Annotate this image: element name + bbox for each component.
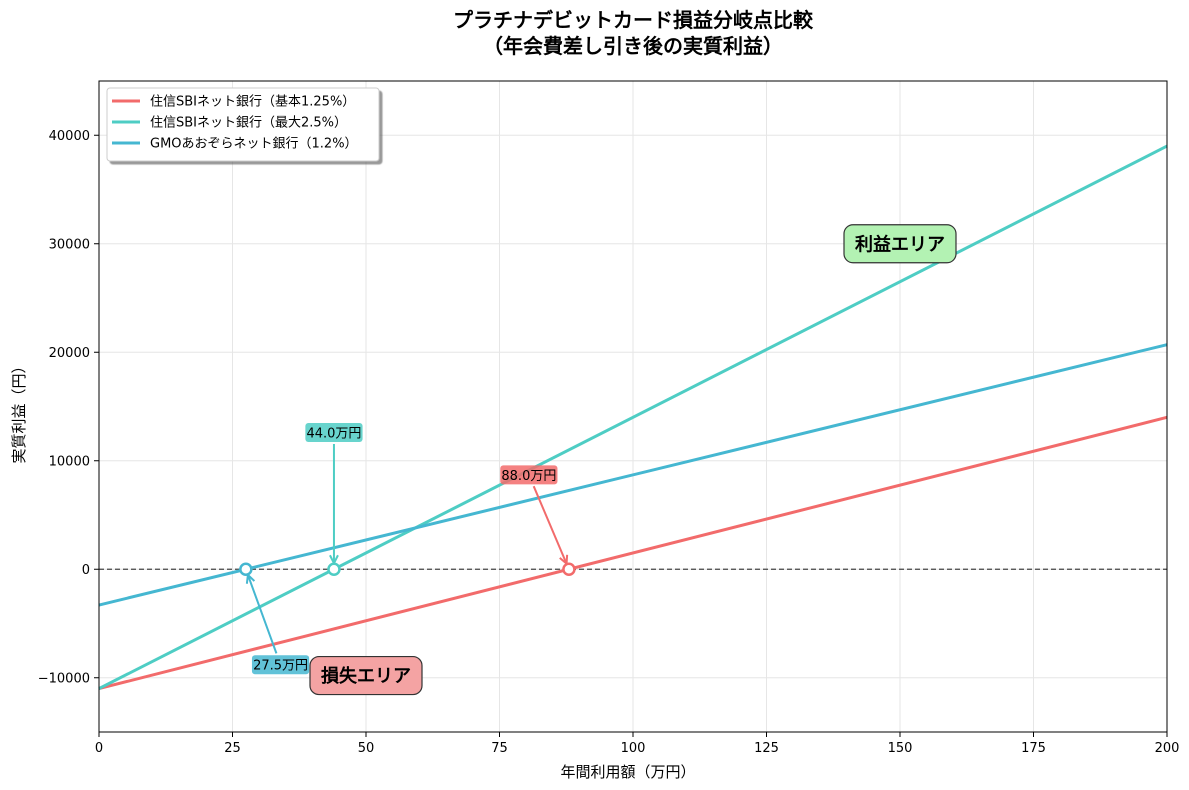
y-tick-label: 10000 (49, 454, 90, 469)
legend-entry: 住信SBIネット銀行（基本1.25%） (150, 95, 355, 110)
legend-entry: GMOあおぞらネット銀行（1.2%） (150, 137, 358, 152)
breakeven-label: 27.5万円 (253, 659, 308, 674)
x-tick-label: 200 (1155, 741, 1180, 756)
x-tick-label: 175 (1021, 741, 1046, 756)
breakeven-label: 88.0万円 (501, 469, 556, 484)
series-line (98, 144, 1168, 690)
x-tick-label: 150 (888, 741, 913, 756)
legend-entry: 住信SBIネット銀行（最大2.5%） (150, 116, 347, 131)
zone-annotation-label: 損失エリア (321, 665, 411, 687)
zone-annotation-box (843, 224, 957, 264)
breakeven-label-box (251, 655, 310, 675)
x-axis-ticks: 0 25 50 75 100 125 150 175 200 (95, 732, 1180, 756)
breakeven-marker (239, 562, 253, 576)
breakeven-arrow-line (532, 485, 568, 565)
x-tick-label: 25 (224, 741, 241, 756)
series-line (98, 343, 1168, 607)
series-layer (98, 144, 1168, 691)
y-tick-label: 20000 (49, 346, 90, 361)
x-tick-label: 125 (754, 741, 779, 756)
legend-box (106, 87, 380, 162)
zone-annotation-label: 利益エリア (855, 233, 945, 255)
breakeven-label-box (500, 465, 558, 485)
x-tick-label: 100 (621, 741, 646, 756)
chart-title-line-2: （年会費差し引き後の実質利益） (483, 34, 783, 58)
y-tick-label: 40000 (49, 129, 90, 144)
legend: 住信SBIネット銀行（基本1.25%） 住信SBIネット銀行（最大2.5%） GMO… (106, 87, 380, 162)
breakeven-label: 44.0万円 (306, 427, 361, 442)
breakeven-arrow-line (246, 574, 278, 654)
breakeven-labels: 88.0万円 44.0万円 27.5万円 (251, 423, 558, 675)
chart-title-line-1: プラチナデビットカード損益分岐点比較 (453, 8, 814, 32)
x-tick-label: 50 (358, 741, 375, 756)
y-tick-label: 30000 (49, 237, 90, 252)
breakeven-markers (239, 562, 576, 576)
x-axis-label: 年間利用額（万円） (560, 763, 695, 781)
breakeven-marker (562, 562, 576, 576)
y-tick-label: −10000 (38, 671, 90, 686)
y-axis-label: 実質利益（円） (10, 358, 28, 463)
x-tick-label: 0 (95, 741, 103, 756)
series-line (98, 415, 1168, 691)
zone-annotation-box (309, 655, 423, 696)
x-tick-label: 75 (491, 741, 508, 756)
breakeven-marker (327, 562, 341, 576)
y-axis-ticks: −10000 0 10000 20000 30000 40000 (38, 129, 99, 686)
breakeven-label-box (305, 423, 363, 443)
y-tick-label: 0 (82, 563, 90, 578)
